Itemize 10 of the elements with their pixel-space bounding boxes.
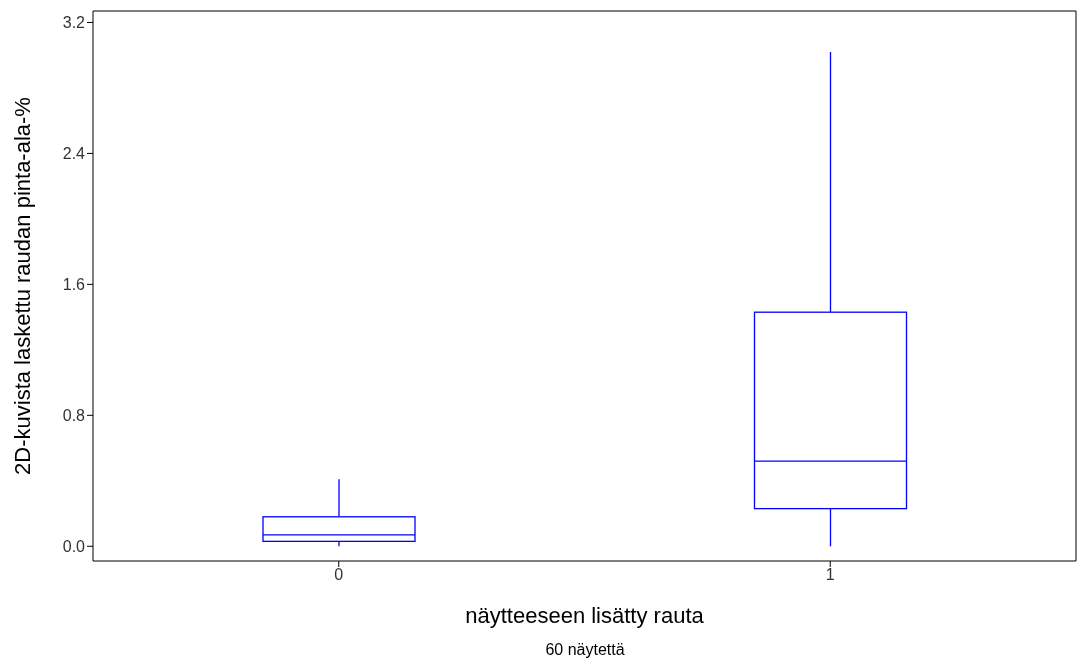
x-tick-label: 0 bbox=[334, 566, 344, 584]
y-tick-label: 0.8 bbox=[62, 407, 86, 424]
y-tick-label: 0.0 bbox=[62, 537, 86, 555]
x-axis-title: näytteeseen lisätty rauta bbox=[465, 603, 705, 628]
text: 60 näytettä bbox=[544, 641, 626, 659]
y-axis-title: 2D-kuvista laskettu raudan pinta-ala-% bbox=[9, 97, 35, 475]
y-tick-label: 2.4 bbox=[62, 145, 86, 163]
x-tick-label: 1 bbox=[825, 566, 835, 584]
y-tick-label: 1.6 bbox=[62, 276, 86, 294]
y-tick-label: 3.2 bbox=[62, 14, 86, 32]
